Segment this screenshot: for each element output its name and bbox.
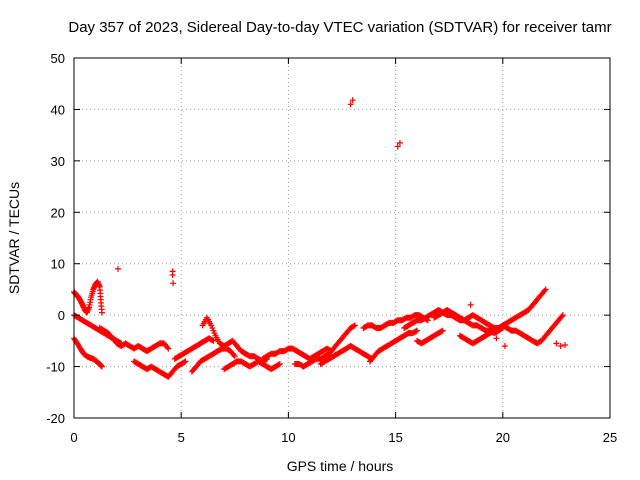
data-point <box>98 309 105 316</box>
data-point <box>98 363 105 370</box>
data-point <box>165 345 172 352</box>
y-tick-label: 20 <box>51 205 65 220</box>
x-tick-label: 20 <box>496 430 510 445</box>
data-point <box>542 286 549 293</box>
data-point <box>493 335 500 342</box>
data-point <box>276 361 283 367</box>
data-point <box>350 323 357 330</box>
data-point <box>347 101 354 108</box>
plot-frame <box>73 57 611 419</box>
x-tick-label: 10 <box>281 430 295 445</box>
x-tick-label: 0 <box>70 430 77 445</box>
y-tick-label: 30 <box>51 154 65 169</box>
x-tick-label: 25 <box>603 430 617 445</box>
data-point <box>414 327 420 334</box>
x-tick-labels: 0 5 10 15 20 25 <box>70 430 617 445</box>
data-point <box>115 265 121 272</box>
data-point <box>396 139 403 146</box>
data-point <box>170 280 177 287</box>
data-point <box>181 359 188 366</box>
data-point <box>182 358 189 365</box>
y-tick-label: 10 <box>51 257 65 272</box>
data-point <box>562 342 568 348</box>
data-point <box>230 352 237 358</box>
y-tick-label: -20 <box>46 411 65 426</box>
data-point <box>501 343 508 349</box>
y-tick-label: -10 <box>46 360 65 375</box>
data-point <box>209 337 216 344</box>
data-point <box>553 340 560 347</box>
data-points <box>71 97 568 380</box>
y-tick-label: 50 <box>51 51 65 66</box>
chart-title: Day 357 of 2023, Sidereal Day-to-day VTE… <box>68 19 611 36</box>
data-point <box>541 287 548 294</box>
data-point <box>231 353 238 360</box>
ticks <box>73 57 611 419</box>
data-point <box>164 344 171 351</box>
data-point <box>558 313 565 320</box>
x-axis-label: GPS time / hours <box>287 458 394 474</box>
data-point <box>349 97 356 104</box>
data-point <box>169 272 176 278</box>
x-tick-label: 15 <box>388 430 402 445</box>
data-point <box>491 327 498 334</box>
y-axis-label: SDTVAR / TECUs <box>6 182 22 294</box>
data-point <box>467 301 474 308</box>
data-point <box>557 343 564 349</box>
x-tick-label: 5 <box>178 430 185 445</box>
data-point <box>559 312 566 319</box>
y-tick-labels: -20 -10 0 10 20 30 40 50 <box>46 51 65 426</box>
y-tick-label: 40 <box>51 102 65 117</box>
grid <box>74 58 610 418</box>
data-point <box>351 322 358 329</box>
data-point <box>394 143 401 150</box>
data-point <box>210 337 217 344</box>
data-point <box>439 327 446 334</box>
y-tick-label: 0 <box>58 308 65 323</box>
